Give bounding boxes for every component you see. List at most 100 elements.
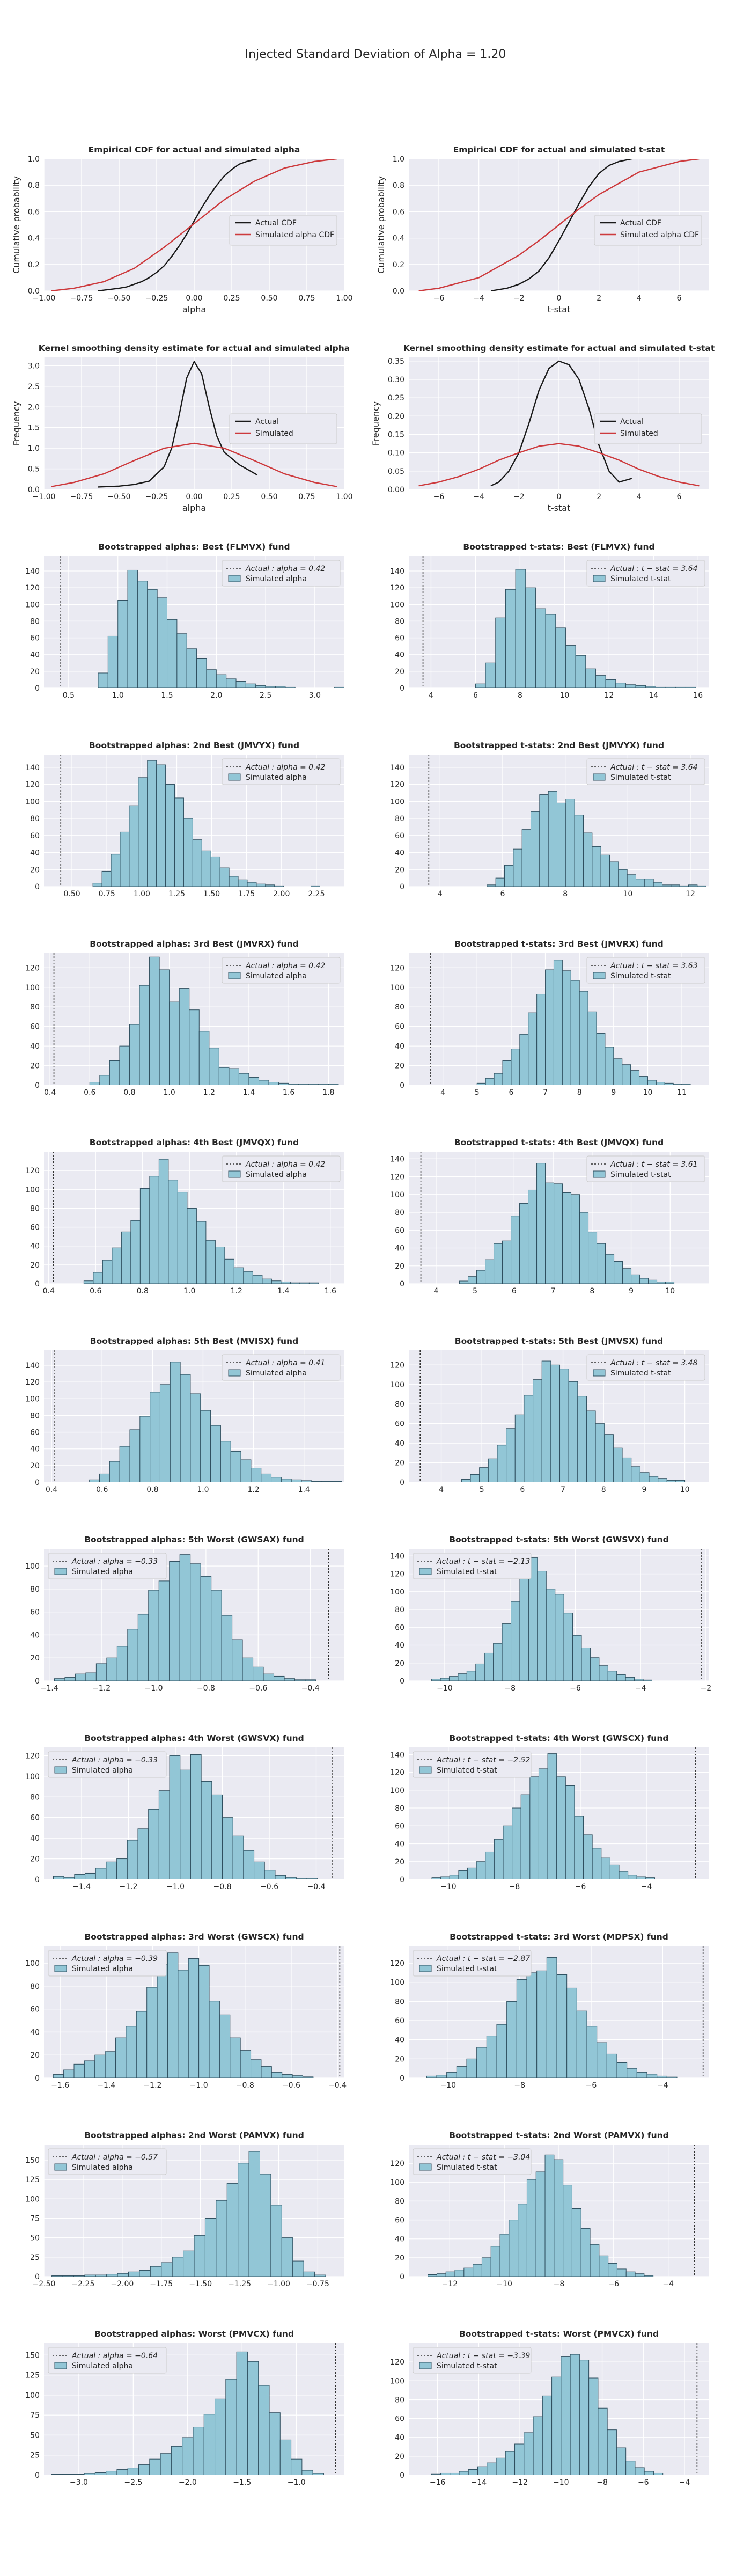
histogram-bar (281, 2237, 293, 2277)
y-tick-label: 20 (395, 668, 404, 676)
legend-label-actual: Actual : t − stat = 3.64 (610, 565, 698, 573)
legend-swatch-simulated (54, 1766, 67, 1774)
x-tick-label: 6 (512, 1287, 517, 1296)
histogram-bar (93, 1272, 103, 1284)
histogram-bar (308, 1282, 319, 1284)
y-tick-label: 0 (400, 1876, 404, 1884)
legend-swatch-simulated (54, 2362, 67, 2369)
legend-label-actual: Actual : alpha = 0.42 (245, 962, 325, 970)
y-tick-label: 0 (400, 2074, 404, 2083)
histogram-bar (655, 686, 666, 688)
x-tick-label: 8 (518, 691, 522, 700)
histogram-bar (216, 2200, 227, 2277)
histogram-bar (458, 1673, 467, 1681)
x-tick-label: −2.0 (179, 2478, 197, 2487)
histogram-bar (627, 2068, 637, 2078)
histogram-bar (89, 1082, 100, 1085)
y-tick-label: 40 (395, 2235, 404, 2244)
histogram-bar (524, 2432, 534, 2475)
histogram-bar (586, 1410, 596, 1482)
subplot-22: Bootstrapped t-stats: 2nd Worst (PAMVX) … (390, 2131, 709, 2288)
histogram-bar (519, 1578, 529, 1681)
histogram-bar (139, 1188, 150, 1284)
y-tick-label: 40 (395, 1245, 404, 1253)
subplot-4: Kernel smoothing density estimate for ac… (371, 343, 715, 513)
histogram-bar (456, 2066, 467, 2078)
histogram-bar (271, 2072, 283, 2078)
histogram-bar (73, 2063, 85, 2078)
y-tick-label: 0 (35, 1677, 40, 1686)
x-tick-label: 16 (693, 691, 703, 700)
y-tick-label: 20 (30, 1261, 40, 1270)
histogram-bar (116, 1646, 128, 1681)
y-tick-label: 1.0 (28, 444, 40, 453)
histogram-bar (631, 1466, 640, 1482)
histogram-bar (440, 2472, 451, 2475)
x-tick-label: 7 (551, 1287, 556, 1296)
histogram-bar (468, 1276, 477, 1284)
histogram-bar (138, 777, 148, 887)
chart-title: Kernel smoothing density estimate for ac… (39, 343, 350, 353)
subplot-13: Bootstrapped alphas: 5th Best (MVISX) fu… (25, 1336, 344, 1494)
x-tick-label: 0.4 (46, 1485, 57, 1494)
x-tick-label: −0.50 (108, 294, 131, 303)
histogram-bar (174, 797, 184, 887)
histogram-bar (119, 1446, 130, 1482)
histogram-bar (636, 879, 645, 887)
histogram-bar (616, 2447, 627, 2475)
histogram-bar (275, 686, 286, 688)
histogram-bar (127, 1629, 138, 1681)
histogram-bar (463, 2267, 474, 2277)
histogram-bar (206, 669, 217, 688)
x-tick-label: −6 (433, 294, 445, 303)
x-tick-label: −4 (662, 2280, 674, 2288)
legend-label-actual: Actual : alpha = 0.41 (245, 1359, 325, 1367)
histogram-bar (446, 2072, 457, 2078)
histogram-bar (64, 1677, 76, 1681)
y-tick-label: 20 (30, 1462, 40, 1470)
histogram-bar (102, 1260, 113, 1284)
subplot-2: Empirical CDF for actual and simulated t… (376, 145, 709, 314)
histogram-bar (502, 1623, 512, 1681)
histogram-bar (627, 874, 636, 887)
legend-swatch-simulated (54, 1965, 67, 1972)
x-tick-label: −0.8 (236, 2081, 254, 2090)
histogram-bar (51, 2275, 63, 2277)
x-tick-label: 4 (439, 1485, 444, 1494)
histogram-bar (555, 1594, 564, 1681)
x-tick-label: −6 (638, 2478, 649, 2487)
y-tick-label: 120 (390, 1769, 404, 1777)
y-tick-label: 0 (35, 2074, 40, 2083)
legend-label: Actual (620, 418, 644, 426)
plot-marks (53, 1946, 341, 2078)
histogram-bar (494, 1243, 503, 1284)
histogram-bar (182, 2437, 194, 2475)
histogram-bar (645, 1877, 655, 1879)
subplot-1: Empirical CDF for actual and simulated a… (11, 145, 353, 314)
histogram-bar (607, 2429, 617, 2475)
x-tick-label: 1.00 (336, 294, 352, 303)
y-tick-label: 100 (25, 601, 40, 609)
x-tick-label: 1.0 (164, 1088, 175, 1097)
y-tick-label: 20 (395, 2055, 404, 2063)
x-tick-label: 8 (577, 1088, 582, 1097)
y-tick-label: 100 (390, 1588, 404, 1597)
histogram-bar (597, 2042, 607, 2078)
histogram-bar (559, 1368, 569, 1482)
x-tick-label: 6 (677, 493, 682, 501)
chart-title: Bootstrapped alphas: 2nd Best (JMVYX) fu… (89, 741, 299, 750)
histogram-bar (299, 1282, 310, 1284)
histogram-bar (537, 1571, 547, 1681)
x-tick-label: −0.4 (301, 1684, 320, 1693)
y-tick-label: 40 (30, 849, 40, 858)
y-tick-label: 100 (25, 1959, 40, 1968)
histogram-bar (666, 1480, 676, 1482)
y-tick-label: 100 (390, 797, 404, 806)
histogram-bar (574, 815, 584, 887)
histogram-bar (473, 2264, 482, 2277)
y-tick-label: 140 (390, 1552, 404, 1561)
histogram-bar (505, 589, 516, 688)
plot-marks (51, 2343, 336, 2475)
histogram-bar (535, 608, 546, 688)
histogram-bar (167, 619, 178, 688)
